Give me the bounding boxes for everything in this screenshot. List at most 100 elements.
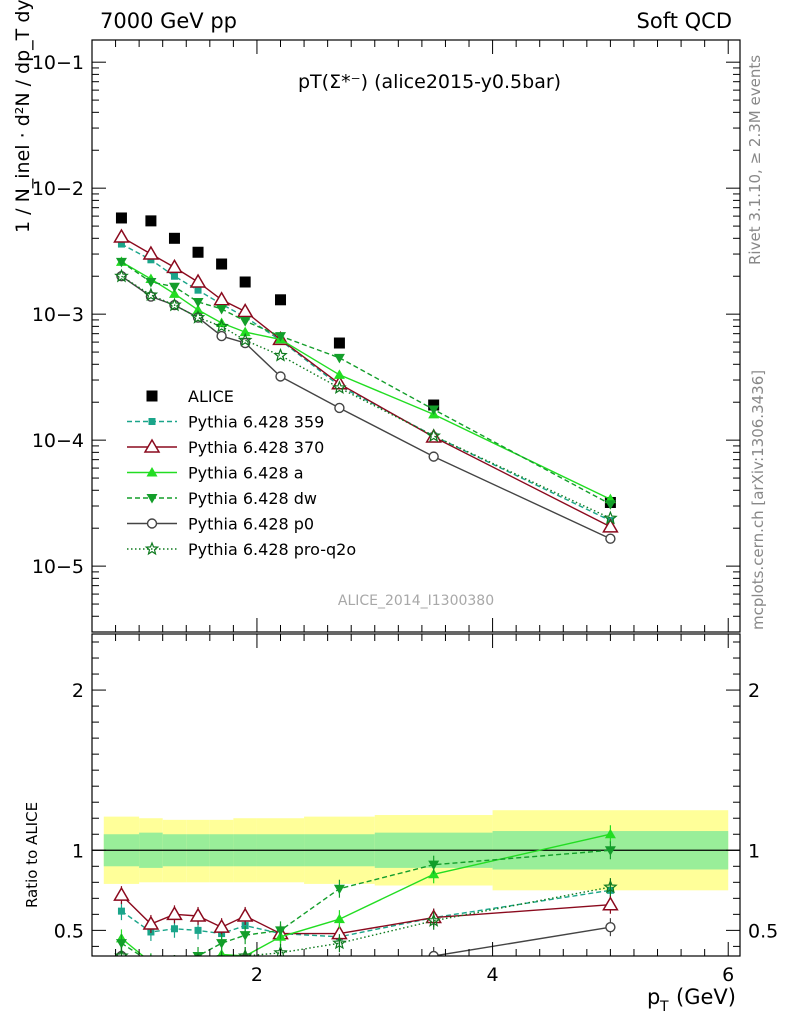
ratio-point: [333, 913, 345, 924]
legend-entry-ppro: Pythia 6.428 pro-q2o: [127, 540, 356, 559]
ratio-point: [236, 907, 254, 922]
data-point: [602, 518, 619, 533]
data-point: [142, 245, 160, 260]
data-point: [143, 287, 159, 302]
data-point: [239, 326, 251, 337]
ratio-point: [169, 958, 180, 969]
data-point: [113, 228, 130, 243]
data-point: [333, 337, 345, 349]
ratio-point: [194, 926, 202, 934]
svg-text:(GeV): (GeV): [676, 985, 736, 1009]
data-point: [426, 428, 441, 443]
legend-entry-pp0: Pythia 6.428 p0: [127, 515, 314, 534]
series-line: [121, 261, 611, 500]
main-data: [113, 212, 619, 544]
y-tick-label: 10−1: [32, 52, 84, 74]
data-point: [275, 332, 287, 342]
data-point: [428, 399, 440, 411]
analysis-id: ALICE_2014_I1300380: [338, 593, 494, 609]
ratio-point: [145, 958, 156, 968]
data-point: [117, 240, 125, 248]
ratio-series-p359: [117, 881, 614, 946]
ratio-point: [170, 960, 179, 969]
data-point: [166, 258, 183, 274]
legend-label: Pythia 6.428 pro-q2o: [188, 540, 356, 559]
legend-label: Pythia 6.428 370: [188, 438, 324, 457]
legend-marker: [146, 518, 158, 529]
legend-marker: [148, 418, 156, 425]
ratio-point: [605, 921, 616, 933]
ratio-point: [426, 913, 441, 927]
header-right: Soft QCD: [637, 9, 732, 33]
data-point: [333, 353, 345, 364]
ratio-y-tick-label: 2: [72, 680, 84, 702]
legend-entry-p359: Pythia 6.428 359: [127, 413, 324, 432]
data-point: [275, 371, 286, 382]
y-tick-label: 10−2: [32, 178, 84, 200]
ratio-point: [197, 954, 199, 956]
ratio-point: [216, 939, 228, 949]
ratio-y-tick-label: 1: [72, 840, 84, 862]
ratio-point: [169, 962, 180, 972]
ratio-point: [213, 918, 230, 933]
data-point: [236, 302, 254, 318]
mcplots-label: mcplots.cern.ch [arXiv:1306.3436]: [749, 370, 767, 630]
ratio-plot-frame: [91, 633, 741, 957]
y-tick-label: 10−5: [32, 556, 84, 578]
ratio-point: [603, 879, 618, 894]
legend-label: Pythia 6.428 dw: [188, 489, 317, 508]
data-point: [170, 272, 178, 280]
header-left: 7000 GeV pp: [100, 9, 237, 33]
legend-label: Pythia 6.428 p0: [188, 515, 314, 534]
svg-text:p: p: [647, 985, 660, 1009]
series-p370: [113, 228, 619, 533]
ratio-y-tick-label: 2: [748, 680, 760, 702]
ratio-point: [169, 959, 180, 969]
data-point: [213, 291, 230, 306]
data-point: [145, 215, 157, 227]
ratio-y-tick-label: 0.5: [54, 920, 84, 942]
series-pp0: [116, 271, 616, 544]
data-point: [216, 304, 228, 315]
data-point: [239, 317, 251, 327]
legend-marker: [146, 390, 158, 402]
ratio-point: [428, 950, 439, 956]
ratio-line: [121, 894, 611, 935]
ratio-series-pp0: [116, 918, 616, 975]
data-point: [189, 273, 207, 288]
ratio-point: [237, 948, 253, 956]
data-point: [239, 276, 251, 288]
data-point: [428, 405, 440, 416]
main-plot-frame: [91, 39, 741, 633]
ratio-y-axis-label: Ratio to ALICE: [23, 802, 41, 908]
data-point: [194, 286, 202, 294]
svg-text:1 / N_inel · d²N / dp_T dy (c: 1 / N_inel · d²N / dp_T dy (c/GeV): [12, 0, 34, 233]
data-point: [168, 288, 180, 298]
data-point: [147, 256, 155, 264]
data-point: [192, 304, 204, 314]
ratio-point: [602, 896, 619, 911]
x-tick-label: 2: [251, 964, 263, 986]
data-point: [192, 297, 204, 308]
ratio-point: [335, 958, 344, 967]
data-point: [334, 402, 345, 414]
ratio-point: [276, 966, 285, 975]
data-point: [273, 347, 288, 362]
main-chart-title: pT(Σ*⁻) (alice2015-y0.5bar): [298, 71, 561, 93]
ratio-y-tick-label: 0.5: [748, 920, 778, 942]
data-point: [275, 294, 287, 306]
ratio-point: [166, 905, 183, 921]
data-point: [168, 232, 180, 244]
data-point: [214, 318, 229, 333]
ratio-point: [194, 958, 203, 967]
series-pdw: [115, 257, 616, 510]
data-point: [605, 533, 616, 544]
data-point: [192, 246, 204, 258]
ratio-point: [428, 860, 440, 871]
data-point: [168, 282, 180, 293]
series-ALICE: [115, 212, 616, 508]
ratio-point: [115, 939, 127, 949]
x-axis-label: p T (GeV): [647, 985, 736, 1015]
legend-marker: [144, 541, 160, 556]
